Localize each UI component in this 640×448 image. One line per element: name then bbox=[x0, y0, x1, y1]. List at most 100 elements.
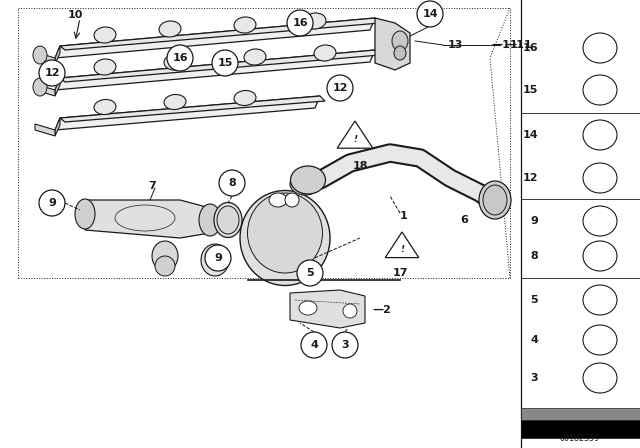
Circle shape bbox=[219, 170, 245, 196]
Text: 17: 17 bbox=[392, 268, 408, 278]
Ellipse shape bbox=[314, 45, 336, 61]
Ellipse shape bbox=[583, 163, 617, 193]
Ellipse shape bbox=[152, 241, 178, 271]
Circle shape bbox=[287, 10, 313, 36]
Text: 12: 12 bbox=[44, 68, 60, 78]
Circle shape bbox=[297, 260, 323, 286]
Polygon shape bbox=[290, 290, 365, 328]
Ellipse shape bbox=[33, 46, 47, 64]
Text: —11: —11 bbox=[505, 40, 532, 50]
Ellipse shape bbox=[583, 33, 617, 63]
Text: 1: 1 bbox=[400, 211, 408, 221]
Ellipse shape bbox=[164, 54, 186, 70]
Ellipse shape bbox=[94, 27, 116, 43]
Text: 14: 14 bbox=[422, 9, 438, 19]
Bar bbox=[521, 420, 640, 438]
Polygon shape bbox=[60, 50, 380, 82]
Text: 3: 3 bbox=[341, 340, 349, 350]
Ellipse shape bbox=[75, 199, 95, 229]
Circle shape bbox=[332, 332, 358, 358]
Text: 14: 14 bbox=[522, 130, 538, 140]
Circle shape bbox=[327, 75, 353, 101]
Text: 12: 12 bbox=[332, 83, 348, 93]
Text: 15: 15 bbox=[523, 85, 538, 95]
Ellipse shape bbox=[199, 204, 221, 236]
Text: 00182359: 00182359 bbox=[560, 434, 600, 443]
Text: 16: 16 bbox=[292, 18, 308, 28]
Polygon shape bbox=[55, 118, 60, 136]
Polygon shape bbox=[337, 121, 373, 148]
Text: 5: 5 bbox=[531, 295, 538, 305]
Text: 4: 4 bbox=[310, 340, 318, 350]
Circle shape bbox=[205, 245, 231, 271]
Ellipse shape bbox=[291, 166, 326, 194]
Ellipse shape bbox=[217, 206, 239, 234]
Text: 10: 10 bbox=[68, 10, 83, 20]
Circle shape bbox=[212, 50, 238, 76]
Ellipse shape bbox=[214, 202, 242, 237]
Circle shape bbox=[39, 60, 65, 86]
Ellipse shape bbox=[343, 304, 357, 318]
Polygon shape bbox=[35, 52, 55, 64]
Text: 16: 16 bbox=[522, 43, 538, 53]
Polygon shape bbox=[85, 200, 210, 238]
Text: 8: 8 bbox=[228, 178, 236, 188]
Ellipse shape bbox=[234, 17, 256, 33]
Ellipse shape bbox=[583, 363, 617, 393]
Text: 3: 3 bbox=[531, 373, 538, 383]
Ellipse shape bbox=[285, 193, 299, 207]
Ellipse shape bbox=[155, 256, 175, 276]
Ellipse shape bbox=[269, 193, 287, 207]
Ellipse shape bbox=[304, 13, 326, 29]
Ellipse shape bbox=[248, 193, 323, 273]
Circle shape bbox=[39, 190, 65, 216]
Text: 9: 9 bbox=[214, 253, 222, 263]
Text: 16: 16 bbox=[172, 53, 188, 63]
Text: 13: 13 bbox=[448, 40, 463, 50]
Ellipse shape bbox=[583, 206, 617, 236]
Polygon shape bbox=[35, 84, 55, 96]
Text: !: ! bbox=[400, 245, 404, 254]
Ellipse shape bbox=[244, 49, 266, 65]
Text: !: ! bbox=[353, 135, 357, 144]
Text: 7: 7 bbox=[148, 181, 156, 191]
Text: —11: —11 bbox=[491, 40, 518, 50]
Circle shape bbox=[301, 332, 327, 358]
Ellipse shape bbox=[583, 285, 617, 315]
Text: 4: 4 bbox=[530, 335, 538, 345]
Ellipse shape bbox=[479, 181, 511, 219]
Ellipse shape bbox=[240, 190, 330, 285]
Polygon shape bbox=[55, 50, 375, 90]
Ellipse shape bbox=[290, 173, 320, 195]
Ellipse shape bbox=[394, 46, 406, 60]
Polygon shape bbox=[60, 96, 325, 122]
Ellipse shape bbox=[583, 75, 617, 105]
Polygon shape bbox=[55, 78, 60, 96]
Ellipse shape bbox=[583, 241, 617, 271]
Ellipse shape bbox=[234, 90, 256, 106]
Bar bbox=[521, 408, 640, 420]
Text: 12: 12 bbox=[522, 173, 538, 183]
Ellipse shape bbox=[33, 78, 47, 96]
Ellipse shape bbox=[583, 325, 617, 355]
Polygon shape bbox=[385, 232, 419, 258]
Ellipse shape bbox=[201, 244, 229, 276]
Text: 15: 15 bbox=[218, 58, 233, 68]
Polygon shape bbox=[55, 96, 320, 130]
Text: 18: 18 bbox=[352, 161, 368, 171]
Ellipse shape bbox=[164, 95, 186, 109]
Ellipse shape bbox=[159, 21, 181, 37]
Text: 5: 5 bbox=[306, 268, 314, 278]
Text: 9: 9 bbox=[530, 216, 538, 226]
Circle shape bbox=[167, 45, 193, 71]
Polygon shape bbox=[55, 46, 60, 64]
Text: —2: —2 bbox=[372, 305, 391, 315]
Text: 8: 8 bbox=[531, 251, 538, 261]
Ellipse shape bbox=[392, 31, 408, 51]
Polygon shape bbox=[375, 18, 410, 70]
Circle shape bbox=[417, 1, 443, 27]
Polygon shape bbox=[60, 18, 380, 50]
Text: 9: 9 bbox=[48, 198, 56, 208]
Text: 6: 6 bbox=[460, 215, 468, 225]
Ellipse shape bbox=[583, 120, 617, 150]
